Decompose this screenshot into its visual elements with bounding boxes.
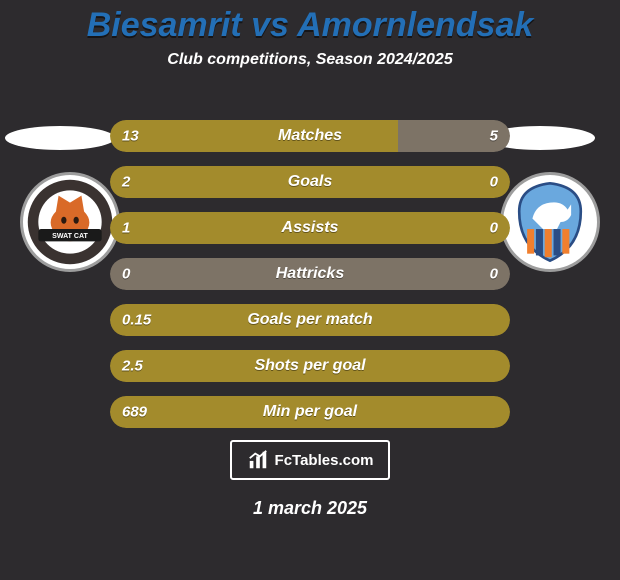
stat-label: Min per goal [110, 403, 510, 421]
stat-label: Goals [110, 173, 510, 191]
club-badge-right [500, 172, 600, 272]
port-fc-icon [506, 178, 594, 266]
stat-label: Shots per goal [110, 357, 510, 375]
page-title: Biesamrit vs Amornlendsak [0, 0, 620, 45]
footer-date: 1 march 2025 [0, 498, 620, 519]
stat-row: 20Goals [110, 166, 510, 198]
stat-row: 689Min per goal [110, 396, 510, 428]
subtitle-text: Club competitions, Season 2024/2025 [0, 51, 620, 69]
stat-row: 135Matches [110, 120, 510, 152]
stat-row: 10Assists [110, 212, 510, 244]
footer-logo-text: FcTables.com [275, 452, 374, 469]
footer-logo: FcTables.com [230, 440, 390, 480]
chart-icon [247, 449, 269, 471]
stat-label: Goals per match [110, 311, 510, 329]
stat-label: Hattricks [110, 265, 510, 283]
stat-row: 0.15Goals per match [110, 304, 510, 336]
player-head-left [5, 126, 115, 150]
swat-cat-icon: SWAT CAT [26, 178, 114, 266]
stat-label: Matches [110, 127, 510, 145]
stat-bars: 135Matches 20Goals 10Assists 00Hattricks 0.1… [110, 120, 510, 442]
stat-label: Assists [110, 219, 510, 237]
stat-row: 00Hattricks [110, 258, 510, 290]
svg-text:SWAT CAT: SWAT CAT [52, 233, 88, 240]
stat-row: 2.5Shots per goal [110, 350, 510, 382]
club-badge-left: SWAT CAT [20, 172, 120, 272]
